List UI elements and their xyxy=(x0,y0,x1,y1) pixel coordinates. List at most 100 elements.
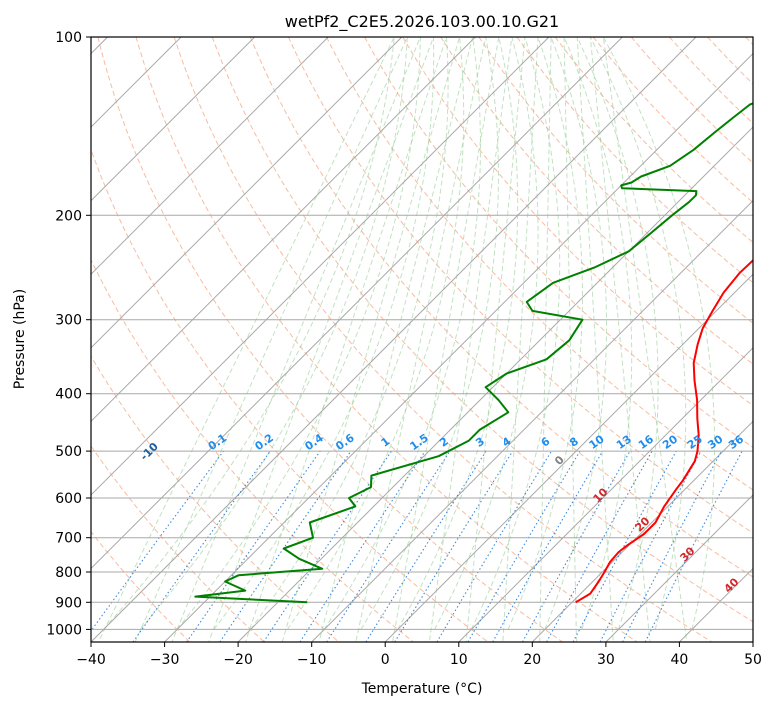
y-tick-label: 700 xyxy=(55,531,82,547)
isotherm xyxy=(91,37,329,275)
x-tick-label: −40 xyxy=(76,652,106,668)
mixing-ratio-label: 1.5 xyxy=(407,431,430,453)
dry-adiabat xyxy=(287,37,753,534)
dry-adiabat xyxy=(91,355,340,642)
y-axis-title: Pressure (hPa) xyxy=(12,289,28,389)
mixing-ratio-line xyxy=(546,450,653,642)
x-tick-label: 30 xyxy=(597,652,615,668)
mixing-ratio-label: 25 xyxy=(685,433,705,452)
background-lines xyxy=(91,37,753,642)
dry-adiabat-label: -10 xyxy=(138,440,161,463)
mixing-ratio-label: 36 xyxy=(726,432,746,452)
isotherm xyxy=(752,641,753,642)
mixing-ratio-line xyxy=(622,450,722,642)
x-tick-label: 50 xyxy=(744,652,762,668)
moist-adiabat xyxy=(502,37,583,642)
isotherm xyxy=(237,126,753,642)
dry-adiabat-label: 10 xyxy=(591,485,611,505)
moist-adiabat xyxy=(428,37,539,642)
dry-adiabat xyxy=(707,37,753,85)
mixing-ratio-label: 0.4 xyxy=(302,431,326,453)
y-tick-label: 800 xyxy=(55,565,82,581)
dry-adiabat xyxy=(173,37,713,642)
dewpoint-profile-line xyxy=(194,102,753,604)
isotherm xyxy=(458,347,753,642)
mixing-ratio-line xyxy=(394,450,514,642)
dry-adiabat xyxy=(91,445,265,642)
chart-title: wetPf2_C2E5.2026.103.00.10.G21 xyxy=(285,12,559,32)
dry-adiabat-label: 20 xyxy=(633,514,653,534)
mixing-ratio-line xyxy=(644,450,743,642)
dry-adiabat xyxy=(97,37,563,642)
moist-adiabat xyxy=(392,37,519,642)
mixing-ratio-line xyxy=(132,450,271,642)
y-tick-label: 500 xyxy=(55,444,82,460)
mixing-ratio-line xyxy=(467,450,581,642)
y-tick-label: 900 xyxy=(55,595,82,611)
moist-adiabat xyxy=(539,37,607,642)
y-tick-label: 1000 xyxy=(46,622,82,638)
mixing-ratio-label: 3 xyxy=(473,435,487,450)
dry-adiabat xyxy=(91,258,414,642)
mixing-ratio-line xyxy=(326,450,451,642)
y-tick-label: 600 xyxy=(55,491,82,507)
dry-adiabat xyxy=(630,37,753,164)
mixing-ratio-label: 0.6 xyxy=(333,431,357,453)
mixing-ratio-line xyxy=(522,450,631,642)
moist-adiabat xyxy=(576,37,659,642)
background-labels: 0.10.20.40.611.52346810131620253036-100-… xyxy=(56,407,747,595)
x-tick-label: 10 xyxy=(450,652,468,668)
dry-adiabat xyxy=(440,37,753,365)
mixing-ratio-line xyxy=(186,450,321,642)
dry-adiabat xyxy=(91,530,191,642)
moist-adiabat xyxy=(281,37,465,642)
isotherm xyxy=(605,494,753,642)
moist-adiabat xyxy=(465,37,561,642)
gridlines xyxy=(91,37,753,642)
mixing-ratio-line xyxy=(219,450,352,642)
moist-adiabat xyxy=(208,37,435,642)
y-tick-label: 400 xyxy=(55,387,82,403)
mixing-ratio-label: 16 xyxy=(636,432,656,452)
y-tick-label: 200 xyxy=(55,208,82,224)
dry-adiabat xyxy=(135,37,638,642)
dry-adiabat xyxy=(745,37,753,46)
mixing-ratio-label: 20 xyxy=(660,432,680,452)
dry-adiabat xyxy=(554,37,753,244)
temperature-profile-line xyxy=(575,259,753,604)
isotherm xyxy=(91,37,623,570)
moist-adiabat xyxy=(245,37,449,642)
mixing-ratio-label: 6 xyxy=(539,435,553,450)
dry-adiabat xyxy=(478,37,753,324)
y-tick-label: 100 xyxy=(55,30,82,46)
moist-adiabat xyxy=(355,37,500,642)
isotherm xyxy=(311,199,753,642)
plot-frame xyxy=(90,36,754,643)
mixing-ratio-label: 10 xyxy=(587,432,607,452)
moist-adiabat xyxy=(171,37,421,642)
mixing-ratio-line xyxy=(365,450,487,642)
moist-adiabat xyxy=(589,37,687,642)
dry-adiabat-label: -20 xyxy=(56,407,79,430)
x-tick-label: 40 xyxy=(670,652,688,668)
mixing-ratio-line xyxy=(572,450,677,642)
isotherm xyxy=(384,273,753,642)
dry-adiabat xyxy=(402,37,753,407)
mixing-ratio-line xyxy=(299,450,426,642)
moist-adiabat xyxy=(318,37,482,642)
x-tick-label: 0 xyxy=(381,652,390,668)
isotherm xyxy=(91,37,550,496)
mixing-ratio-line xyxy=(91,450,224,632)
dry-adiabat-label: 0 xyxy=(552,453,567,468)
mixing-ratio-label: 30 xyxy=(705,432,725,452)
axis-ticks: −40 −30 −20 −10 0 10 20 30 40 5010020030040050060… xyxy=(46,30,762,668)
mixing-ratio-line xyxy=(263,450,392,642)
moist-adiabat xyxy=(563,37,633,642)
isotherm xyxy=(91,37,476,423)
mixing-ratio-line xyxy=(436,450,552,642)
data-series xyxy=(194,102,753,604)
x-tick-label: 20 xyxy=(523,652,541,668)
dry-adiabat xyxy=(326,37,753,491)
moist-adiabat xyxy=(134,37,408,642)
